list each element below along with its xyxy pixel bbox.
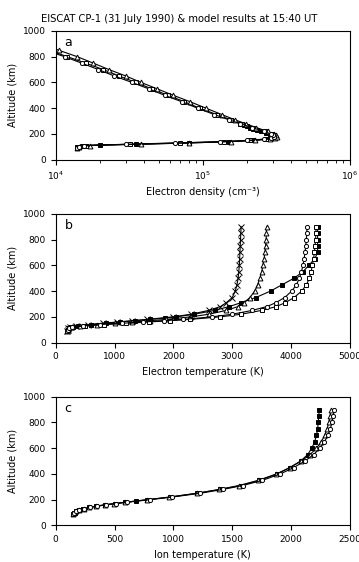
X-axis label: Ion temperature (K): Ion temperature (K) bbox=[154, 550, 251, 560]
Y-axis label: Altitude (km): Altitude (km) bbox=[8, 429, 17, 493]
Y-axis label: Altitude (km): Altitude (km) bbox=[8, 246, 17, 310]
Y-axis label: Altitude (km): Altitude (km) bbox=[8, 64, 17, 128]
Text: EISCAT CP-1 (31 July 1990) & model results at 15:40 UT: EISCAT CP-1 (31 July 1990) & model resul… bbox=[41, 14, 318, 24]
X-axis label: Electron temperature (K): Electron temperature (K) bbox=[142, 367, 264, 377]
Text: b: b bbox=[65, 219, 73, 232]
Text: a: a bbox=[65, 36, 72, 49]
X-axis label: Electron density (cm⁻³): Electron density (cm⁻³) bbox=[146, 187, 260, 197]
Text: c: c bbox=[65, 402, 71, 415]
